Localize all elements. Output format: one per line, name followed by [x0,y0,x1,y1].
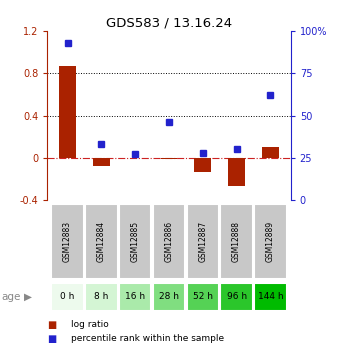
Bar [85,283,118,310]
Bar [85,204,118,279]
Bar [187,204,219,279]
Bar [161,158,177,159]
Text: percentile rank within the sample: percentile rank within the sample [71,334,224,343]
Bar [220,283,253,310]
Text: GSM12886: GSM12886 [165,221,173,262]
Text: GSM12889: GSM12889 [266,221,275,262]
Text: GSM12888: GSM12888 [232,221,241,262]
Text: age: age [2,292,21,302]
Bar [153,283,185,310]
Bar [59,66,76,158]
Text: 0 h: 0 h [61,292,75,300]
Bar [93,158,110,166]
Bar [220,204,253,279]
Text: 96 h: 96 h [226,292,247,300]
Text: log ratio: log ratio [71,321,109,329]
Text: ▶: ▶ [24,292,32,302]
Bar [254,204,287,279]
Text: GSM12885: GSM12885 [131,221,140,262]
Bar [187,283,219,310]
Text: 52 h: 52 h [193,292,213,300]
Bar [51,204,84,279]
Bar [153,204,185,279]
Text: 28 h: 28 h [159,292,179,300]
Text: ■: ■ [47,334,56,344]
Bar [228,158,245,186]
Bar [119,204,151,279]
Text: GSM12884: GSM12884 [97,221,106,262]
Bar [51,283,84,310]
Text: GSM12887: GSM12887 [198,221,207,262]
Text: 144 h: 144 h [258,292,283,300]
Text: 16 h: 16 h [125,292,145,300]
Text: ■: ■ [47,320,56,330]
Title: GDS583 / 13.16.24: GDS583 / 13.16.24 [106,17,232,30]
Bar [194,158,211,171]
Text: GSM12883: GSM12883 [63,221,72,262]
Bar [119,283,151,310]
Bar [254,283,287,310]
Text: 8 h: 8 h [94,292,108,300]
Bar [262,147,279,158]
